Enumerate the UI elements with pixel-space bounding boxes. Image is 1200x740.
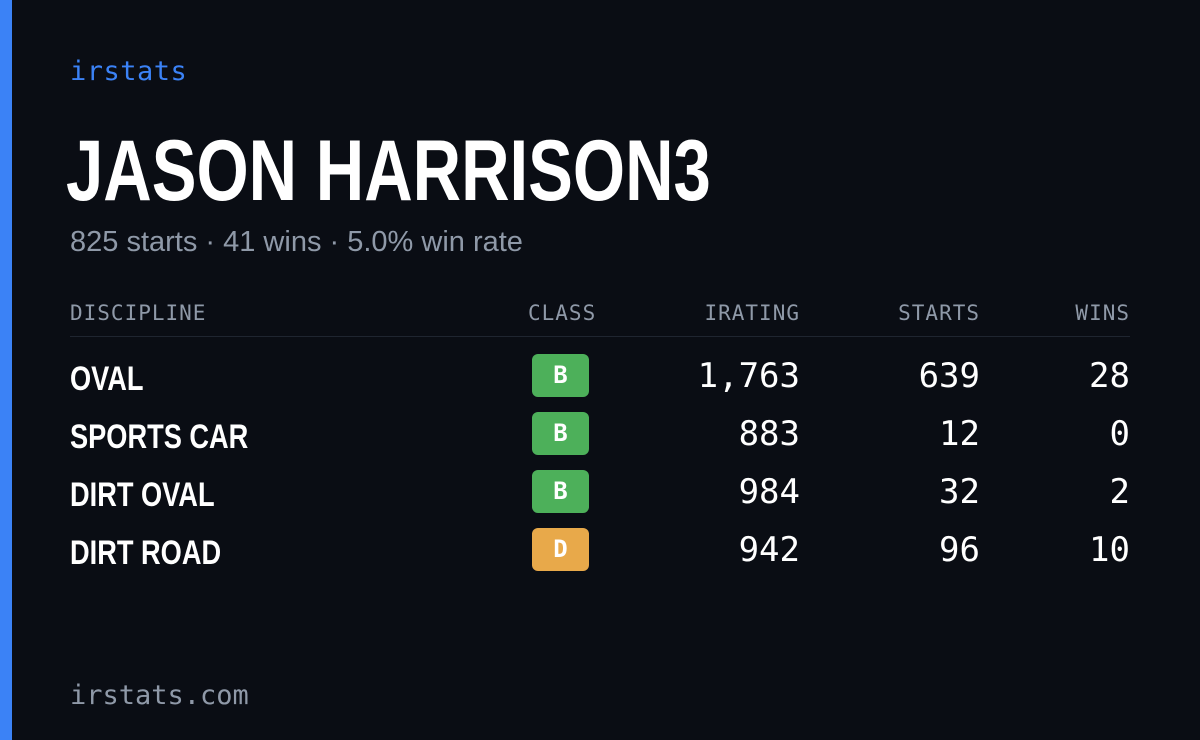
- class-badge: B: [532, 354, 589, 397]
- irating-value: 942: [738, 530, 800, 570]
- class-badge: D: [532, 528, 589, 571]
- header-class: CLASS: [528, 301, 597, 325]
- starts-value: 12: [939, 414, 980, 454]
- table-row: DIRT OVAL B 984 32 2: [70, 470, 1130, 516]
- driver-summary: 825 starts · 41 wins · 5.0% win rate: [70, 226, 523, 258]
- starts-value: 639: [918, 356, 980, 396]
- wins-value: 2: [1109, 472, 1130, 512]
- accent-bar: [0, 0, 12, 740]
- footer-url[interactable]: irstats.com: [70, 680, 249, 711]
- wins-value: 0: [1109, 414, 1130, 454]
- class-badge: B: [532, 470, 589, 513]
- header-starts: STARTS: [898, 301, 980, 325]
- wins-value: 28: [1089, 356, 1130, 396]
- table-row: OVAL B 1,763 639 28: [70, 354, 1130, 400]
- table-row: SPORTS CAR B 883 12 0: [70, 412, 1130, 458]
- discipline-name: DIRT ROAD: [70, 534, 222, 572]
- discipline-name: DIRT OVAL: [70, 476, 215, 514]
- header-irating: IRATING: [704, 301, 800, 325]
- irating-value: 1,763: [697, 356, 800, 396]
- header-discipline: DISCIPLINE: [70, 301, 207, 325]
- irating-value: 984: [738, 472, 800, 512]
- discipline-name: SPORTS CAR: [70, 418, 249, 456]
- starts-value: 96: [939, 530, 980, 570]
- starts-value: 32: [939, 472, 980, 512]
- discipline-name: OVAL: [70, 360, 144, 398]
- table-row: DIRT ROAD D 942 96 10: [70, 528, 1130, 574]
- brand-logo-text: irstats: [70, 56, 188, 87]
- irating-value: 883: [738, 414, 800, 454]
- stats-table-header: DISCIPLINE CLASS IRATING STARTS WINS: [70, 296, 1130, 337]
- class-badge: B: [532, 412, 589, 455]
- wins-value: 10: [1089, 530, 1130, 570]
- header-wins: WINS: [1075, 301, 1130, 325]
- driver-name: JASON HARRISON3: [66, 123, 711, 219]
